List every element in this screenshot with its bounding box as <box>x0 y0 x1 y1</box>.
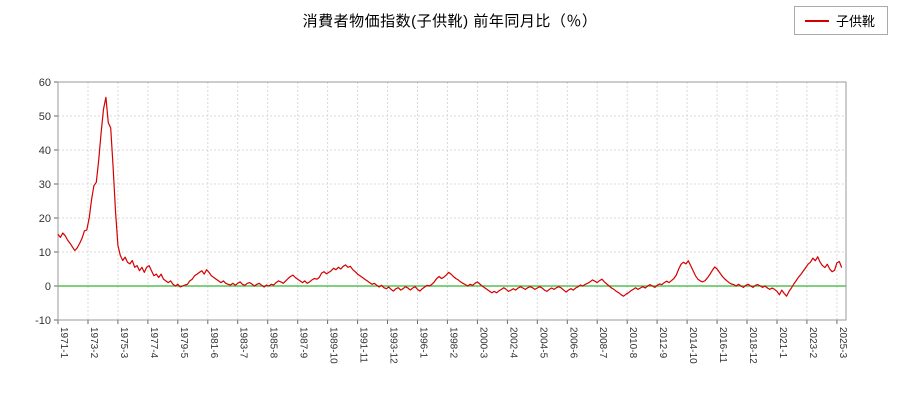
x-tick-label: 2025-3 <box>837 327 848 359</box>
x-tick-label: 2021-1 <box>777 327 788 359</box>
x-tick-label: 2023-2 <box>807 327 818 359</box>
y-tick-label: 60 <box>39 77 51 89</box>
x-tick-label: 1993-12 <box>388 327 399 364</box>
x-tick-label: 2006-6 <box>567 327 578 359</box>
y-tick-label: -10 <box>35 315 51 327</box>
x-tick-label: 1979-5 <box>178 327 189 359</box>
x-tick-label: 2010-8 <box>627 327 638 359</box>
x-tick-label: 2014-10 <box>687 327 698 364</box>
x-tick-label: 2016-11 <box>717 327 728 363</box>
x-tick-label: 2002-4 <box>507 327 518 359</box>
y-tick-label: 0 <box>45 281 51 293</box>
legend: 子供靴 <box>793 6 888 35</box>
x-tick-label: 2012-9 <box>657 327 668 359</box>
y-tick-label: 20 <box>39 213 51 225</box>
x-tick-label: 1989-10 <box>328 327 339 364</box>
chart-title: 消費者物価指数(子供靴) 前年同月比（％） <box>302 13 598 30</box>
x-tick-label: 1983-7 <box>238 327 249 359</box>
x-tick-label: 1996-1 <box>418 327 429 359</box>
x-tick-label: 2018-12 <box>747 327 758 364</box>
legend-label: 子供靴 <box>835 14 875 29</box>
x-tick-label: 1987-9 <box>298 327 309 359</box>
x-tick-label: 2008-7 <box>597 327 608 359</box>
x-tick-label: 1973-2 <box>88 327 99 359</box>
x-tick-label: 1977-4 <box>148 327 159 359</box>
legend-line-icon <box>804 19 829 22</box>
x-tick-label: 2000-3 <box>477 327 488 359</box>
x-tick-label: 2004-5 <box>537 327 548 359</box>
x-tick-label: 1991-11 <box>358 327 369 363</box>
y-tick-label: 10 <box>39 247 51 259</box>
x-tick-label: 1981-6 <box>208 327 219 359</box>
x-tick-label: 1985-8 <box>268 327 279 359</box>
y-tick-label: 40 <box>39 145 51 157</box>
x-tick-label: 1971-1 <box>58 327 69 359</box>
y-tick-label: 30 <box>39 179 51 191</box>
x-tick-label: 1998-2 <box>447 327 458 359</box>
y-tick-label: 50 <box>39 111 51 123</box>
series-line <box>57 96 843 297</box>
plot-border <box>57 81 847 321</box>
x-tick-label: 1975-3 <box>118 327 129 359</box>
